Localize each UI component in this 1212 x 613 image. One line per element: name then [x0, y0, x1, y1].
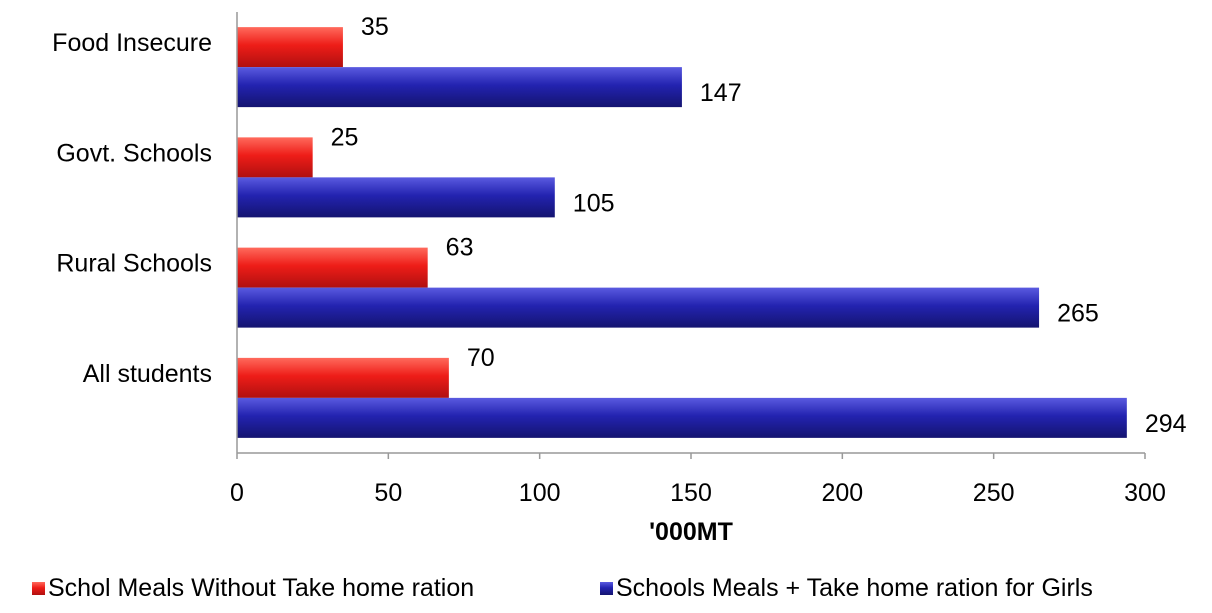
- data-label-with-thr-1: 105: [573, 189, 615, 217]
- data-label-with-thr-2: 265: [1057, 300, 1099, 328]
- bar-without-thr-3: [237, 357, 449, 398]
- data-label-without-thr-2: 63: [446, 234, 474, 262]
- data-label-without-thr-1: 25: [331, 123, 359, 151]
- x-tick-label: 250: [973, 479, 1015, 507]
- category-label: Food Insecure: [52, 29, 212, 57]
- x-axis-ticks: 0 50 100 150 200 250 300: [230, 453, 1166, 507]
- data-label-with-thr-0: 147: [700, 79, 742, 107]
- x-axis-title: '000MT: [649, 518, 733, 546]
- bar-without-thr-0: [237, 27, 343, 68]
- data-label-with-thr-3: 294: [1145, 410, 1187, 438]
- x-tick-label: 100: [519, 479, 561, 507]
- category-label: Govt. Schools: [56, 139, 212, 167]
- x-tick-label: 50: [374, 479, 402, 507]
- y-axis-category-labels: Food Insecure Govt. Schools Rural Schools A…: [52, 29, 212, 388]
- bar-with-thr-1: [237, 177, 555, 218]
- x-tick-label: 150: [670, 479, 712, 507]
- legend-swatch-1: [600, 582, 613, 595]
- legend-swatch-0: [32, 582, 45, 595]
- legend: Schol Meals Without Take home ration Scho…: [32, 574, 1093, 602]
- x-tick-label: 300: [1124, 479, 1166, 507]
- category-label: All students: [83, 360, 212, 388]
- x-tick-label: 0: [230, 479, 244, 507]
- legend-label-0: Schol Meals Without Take home ration: [48, 574, 474, 602]
- bar-without-thr-2: [237, 247, 428, 288]
- legend-label-1: Schools Meals + Take home ration for Gir…: [616, 574, 1093, 602]
- bar-without-thr-1: [237, 137, 313, 178]
- data-label-without-thr-0: 35: [361, 13, 389, 41]
- bar-with-thr-2: [237, 287, 1040, 328]
- category-label: Rural Schools: [56, 250, 212, 278]
- bar-with-thr-0: [237, 67, 682, 108]
- bar-with-thr-3: [237, 397, 1127, 438]
- plot-area: 35 147 25 105 63 265 70 294: [237, 13, 1187, 438]
- data-label-without-thr-3: 70: [467, 344, 495, 372]
- x-tick-label: 200: [821, 479, 863, 507]
